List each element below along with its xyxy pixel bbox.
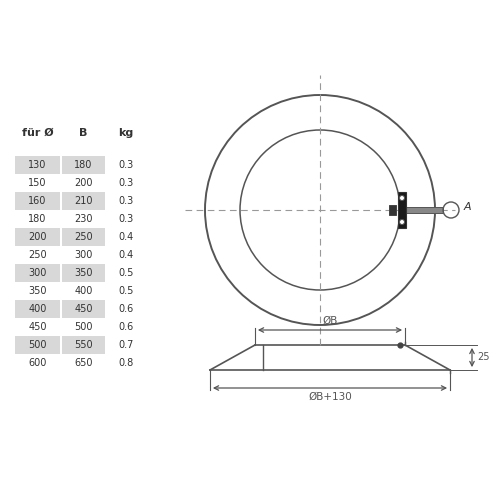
Text: 150: 150: [28, 178, 47, 188]
Text: 0.5: 0.5: [118, 286, 134, 296]
Bar: [62, 192, 105, 210]
Text: 0.3: 0.3: [118, 178, 134, 188]
Bar: [15, 300, 60, 318]
Bar: [406, 207, 443, 213]
Text: 0.4: 0.4: [118, 250, 134, 260]
Bar: [62, 156, 105, 174]
Text: 250: 250: [28, 250, 47, 260]
Text: 650: 650: [74, 358, 93, 368]
Text: 25: 25: [477, 352, 490, 362]
Bar: [62, 336, 105, 354]
Text: 250: 250: [74, 232, 93, 242]
Text: 500: 500: [28, 340, 47, 350]
Bar: [62, 300, 105, 318]
Text: ØB+130: ØB+130: [308, 392, 352, 402]
Text: 0.6: 0.6: [118, 322, 134, 332]
Text: 200: 200: [74, 178, 93, 188]
Text: 600: 600: [28, 358, 46, 368]
Bar: [15, 228, 60, 246]
Bar: [15, 192, 60, 210]
Bar: [62, 264, 105, 282]
Text: 0.5: 0.5: [118, 268, 134, 278]
Bar: [62, 228, 105, 246]
Text: 350: 350: [28, 286, 47, 296]
Text: 0.8: 0.8: [118, 358, 134, 368]
Text: 180: 180: [74, 160, 92, 170]
Text: 300: 300: [28, 268, 46, 278]
Text: 180: 180: [28, 214, 46, 224]
Text: 0.3: 0.3: [118, 160, 134, 170]
Bar: [15, 336, 60, 354]
Text: 230: 230: [74, 214, 93, 224]
Text: 300: 300: [74, 250, 92, 260]
Text: 0.3: 0.3: [118, 196, 134, 206]
Text: ØB: ØB: [322, 316, 338, 326]
Text: 210: 210: [74, 196, 93, 206]
Text: 0.7: 0.7: [118, 340, 134, 350]
Text: 130: 130: [28, 160, 46, 170]
Text: A: A: [464, 202, 471, 212]
Text: 0.4: 0.4: [118, 232, 134, 242]
Circle shape: [400, 196, 404, 200]
Text: B: B: [80, 128, 88, 138]
Text: 0.3: 0.3: [118, 214, 134, 224]
Bar: [398, 192, 406, 228]
Bar: [15, 264, 60, 282]
Text: 400: 400: [74, 286, 92, 296]
Text: 200: 200: [28, 232, 47, 242]
Text: 550: 550: [74, 340, 93, 350]
Text: für Ø: für Ø: [22, 128, 54, 138]
Bar: [389, 205, 396, 215]
Text: kg: kg: [118, 128, 134, 138]
Text: 400: 400: [28, 304, 46, 314]
Text: 450: 450: [28, 322, 47, 332]
Text: 500: 500: [74, 322, 93, 332]
Text: 350: 350: [74, 268, 93, 278]
Text: 450: 450: [74, 304, 93, 314]
Text: 0.6: 0.6: [118, 304, 134, 314]
Bar: [15, 156, 60, 174]
Circle shape: [400, 220, 404, 224]
Text: 160: 160: [28, 196, 46, 206]
